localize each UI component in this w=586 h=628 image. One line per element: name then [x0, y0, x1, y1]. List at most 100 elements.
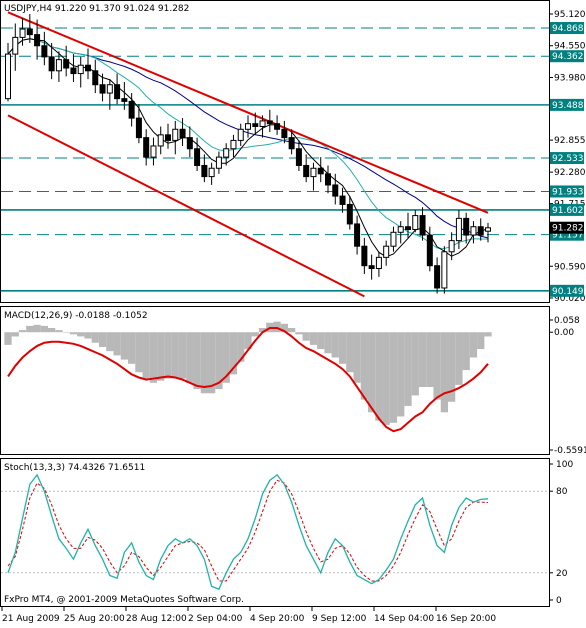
candle-bear [114, 84, 121, 100]
candle-bull [223, 148, 230, 158]
time-axis-label: 14 Sep 04:00 [374, 614, 434, 624]
time-axis-label: 21 Aug 2009 [2, 614, 60, 624]
candle-bear [332, 184, 339, 197]
time-axis-label: 25 Aug 20:00 [64, 614, 125, 624]
macd-signal-line [7, 327, 489, 433]
candle-bull [215, 156, 222, 169]
candle-bear [463, 217, 470, 236]
time-axis-label: 2 Sep 04:00 [188, 614, 243, 624]
macd-histogram-bar [331, 332, 339, 358]
candle-bull [150, 145, 157, 158]
candle-bear [41, 45, 48, 58]
level-price-label: 92.533 [552, 154, 584, 164]
macd-histogram-bar [477, 332, 485, 350]
price-panel[interactable] [0, 0, 550, 303]
macd-histogram-bar [397, 332, 405, 417]
level-price-label: 90.149 [552, 287, 584, 297]
macd-axis-label: 0.00 [554, 328, 574, 338]
candle-bear [179, 128, 186, 139]
candle-bear [477, 226, 484, 236]
candle-bear [266, 120, 273, 125]
candle-bull [375, 256, 382, 269]
macd-histogram-bar [40, 325, 48, 333]
macd-histogram-bar [11, 332, 19, 337]
candle-bear [135, 117, 142, 139]
candle-bull [448, 240, 455, 253]
macd-histogram-bar [280, 323, 288, 333]
price-axis-label: 94.550 [554, 42, 586, 52]
stoch-axis-label: 100 [556, 460, 573, 470]
macd-histogram-bar [69, 332, 78, 335]
macd-axis-label: 0.058 [554, 316, 580, 326]
candle-bull [397, 226, 404, 233]
macd-histogram-bar [295, 332, 303, 335]
macd-histogram-bar [55, 330, 63, 333]
candle-bull [12, 36, 19, 55]
macd-histogram-bar [222, 332, 230, 383]
macd-histogram-bar [346, 332, 354, 373]
macd-histogram-bar [120, 332, 128, 360]
macd-histogram-bar [244, 332, 252, 350]
candle-bull [172, 128, 179, 141]
candle-bear [143, 137, 150, 158]
macd-histogram-bar [91, 332, 99, 343]
candle-bear [34, 34, 41, 47]
macd-histogram-bar [106, 332, 114, 352]
time-axis-label: 16 Sep 20:00 [436, 614, 496, 624]
candle-bull [455, 217, 462, 242]
level-price-label: 93.488 [552, 101, 584, 111]
candle-bear [325, 173, 331, 186]
macd-histogram-bar [433, 332, 441, 400]
level-price-tag [550, 152, 584, 165]
macd-histogram-bar [62, 332, 70, 333]
candle-bear [186, 137, 193, 150]
macd-histogram-bar [360, 332, 368, 400]
candle-bull [412, 215, 419, 231]
candle-bear [405, 226, 411, 231]
candle-bull [310, 167, 317, 178]
candle-bear [48, 56, 55, 72]
macd-histogram-bar [251, 332, 259, 337]
macd-histogram-bar [178, 332, 187, 379]
candle-bear [426, 234, 433, 267]
candle-bear [361, 245, 368, 267]
macd-histogram-bar [4, 332, 12, 345]
level-price-label: 91.602 [552, 206, 584, 216]
current-price-tag [550, 221, 584, 234]
stoch-signal-line [7, 479, 489, 582]
level-price-tag [550, 22, 584, 35]
candle-bear [288, 137, 295, 150]
stoch-panel[interactable] [0, 458, 550, 607]
macd-histogram-bar [462, 332, 470, 371]
candle-bear [419, 215, 426, 236]
candle-bear [26, 28, 33, 36]
macd-histogram-bar [273, 321, 281, 333]
macd-histogram-bar [418, 332, 427, 387]
level-price-tag [550, 50, 584, 63]
level-price-label: 94.868 [552, 24, 584, 34]
price-axis-label: 90.020 [554, 294, 586, 304]
candle-bull [237, 128, 244, 141]
macd-histogram-bar [229, 332, 238, 375]
time-axis-label: 28 Aug 12:00 [126, 614, 187, 624]
macd-histogram-bar [186, 332, 194, 383]
candle-bear [303, 164, 310, 178]
stoch-axis-label: 80 [556, 487, 568, 497]
macd-histogram-bar [258, 328, 267, 333]
macd-histogram-bar [84, 332, 92, 339]
macd-histogram-bar [368, 332, 376, 413]
candle-bear [99, 84, 106, 94]
candle-bull [390, 231, 397, 247]
macd-histogram-bar [404, 332, 412, 406]
macd-histogram-bar [215, 332, 223, 390]
candle-bear [128, 100, 135, 119]
level-price-label: 91.157 [552, 231, 584, 241]
candle-bull [383, 245, 390, 258]
candle-bear [92, 70, 99, 86]
price-axis-label: 95.120 [554, 10, 586, 20]
candle-bull [5, 53, 11, 100]
symbol-header: USDJPY,H4 91.220 91.370 91.024 91.282 [4, 4, 189, 14]
macd-histogram-bar [375, 332, 383, 421]
level-price-tag [550, 284, 584, 297]
